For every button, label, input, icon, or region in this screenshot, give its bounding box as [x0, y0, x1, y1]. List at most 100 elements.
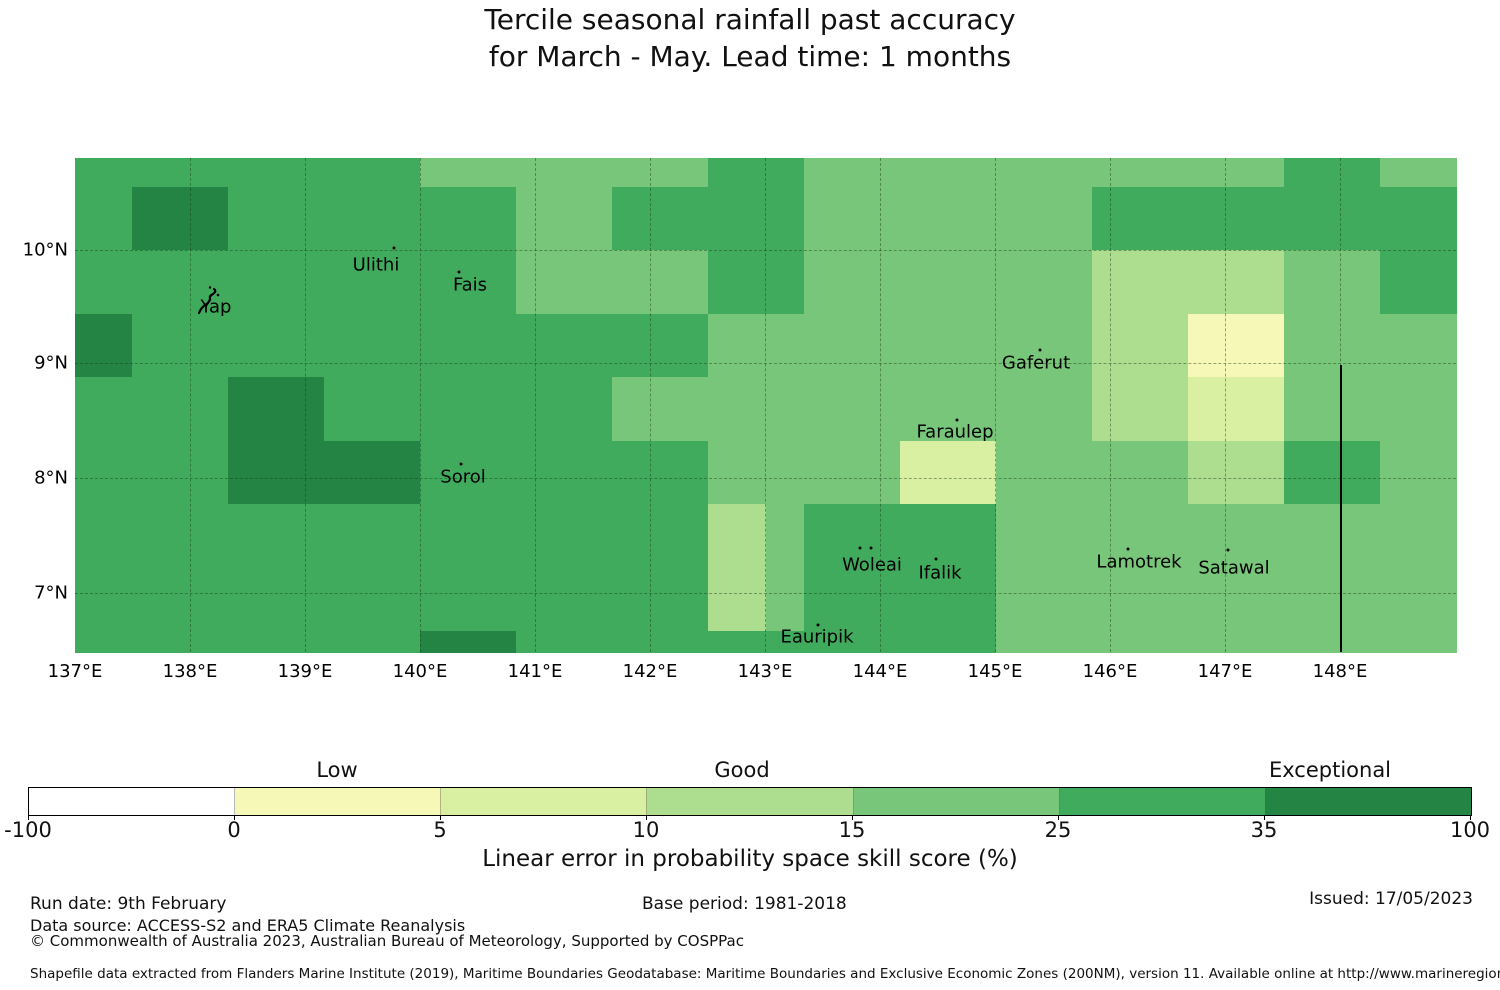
island-label-eauripik: Eauripik	[780, 626, 854, 648]
heatmap-cell	[420, 250, 517, 315]
colorbar-tick-label: 15	[838, 818, 866, 842]
colorbar-segment	[235, 788, 442, 815]
heatmap-cell	[1092, 568, 1189, 632]
heatmap-cell	[708, 377, 805, 442]
footer-issued: Issued: 17/05/2023	[1309, 889, 1473, 909]
meridian-gridline	[765, 158, 766, 652]
meridian-gridline	[995, 158, 996, 652]
parallel-gridline	[75, 363, 1456, 364]
heatmap-cell	[516, 314, 613, 378]
heatmap-cell	[75, 158, 133, 188]
heatmap-cell	[1284, 377, 1381, 442]
heatmap-cell	[612, 568, 709, 632]
colorbar-segment	[1059, 788, 1266, 815]
colorbar-tick-label: 10	[632, 818, 660, 842]
heatmap-cell	[1092, 314, 1189, 378]
heatmap-cell	[900, 377, 997, 442]
heatmap-cell	[900, 250, 997, 315]
longitude-tick-label: 144°E	[852, 661, 908, 682]
heatmap-cell	[612, 250, 709, 315]
heatmap-cell	[1380, 377, 1457, 442]
island-dot	[392, 246, 396, 250]
heatmap-cell	[228, 250, 325, 315]
heatmap-cell	[1380, 568, 1457, 632]
colorbar-category-label: Exceptional	[1268, 758, 1392, 782]
colorbar-segment	[1265, 788, 1471, 815]
eez-boundary-line	[1340, 365, 1342, 652]
heatmap-cell	[516, 441, 613, 505]
heatmap-cell	[420, 441, 517, 505]
parallel-gridline	[75, 478, 1456, 479]
heatmap-cell	[516, 250, 613, 315]
heatmap-cell	[516, 504, 613, 569]
chart-title-line1: Tercile seasonal rainfall past accuracy	[484, 3, 1016, 36]
heatmap-cell	[324, 377, 421, 442]
longitude-tick-label: 148°E	[1312, 661, 1368, 682]
heatmap-cell	[228, 377, 325, 442]
heatmap-cell	[900, 158, 997, 188]
meridian-gridline	[305, 158, 306, 652]
heatmap-cell	[900, 187, 997, 251]
heatmap-cell	[228, 187, 325, 251]
colorbar-tick-mark	[440, 815, 441, 820]
heatmap-cell	[516, 631, 613, 653]
longitude-tick-label: 146°E	[1082, 661, 1138, 682]
colorbar-tick-mark	[234, 815, 235, 820]
heatmap-cell	[420, 158, 517, 188]
island-dot	[934, 557, 938, 561]
island-label-satawal: Satawal	[1198, 557, 1270, 579]
colorbar-tick-label: 5	[433, 818, 447, 842]
footer-run-date: Run date: 9th February	[30, 894, 227, 914]
heatmap-cell	[612, 377, 709, 442]
heatmap-cell	[996, 314, 1093, 378]
colorbar-tick-label: 35	[1250, 818, 1278, 842]
heatmap-cell	[132, 568, 229, 632]
footer-base-period: Base period: 1981-2018	[642, 894, 847, 914]
longitude-tick-label: 141°E	[507, 661, 563, 682]
heatmap-cell	[132, 314, 229, 378]
colorbar-tick-mark	[28, 815, 29, 820]
heatmap-cell	[132, 441, 229, 505]
heatmap-cell	[612, 631, 709, 653]
meridian-gridline	[650, 158, 651, 652]
heatmap-cell	[900, 568, 997, 632]
heatmap-cell	[900, 441, 997, 505]
heatmap-cell	[1284, 504, 1381, 569]
heatmap-cell	[75, 568, 133, 632]
heatmap-cell	[1284, 441, 1381, 505]
heatmap-cell	[420, 377, 517, 442]
island-dot	[1226, 548, 1230, 552]
island-dot	[459, 462, 463, 466]
longitude-tick-label: 137°E	[47, 661, 103, 682]
parallel-gridline	[75, 250, 1456, 251]
colorbar	[28, 787, 1472, 816]
heatmap-cell	[324, 441, 421, 505]
heatmap-cell	[804, 158, 901, 188]
colorbar-tick-mark	[1058, 815, 1059, 820]
heatmap-cell	[1092, 631, 1189, 653]
heatmap-cell	[612, 314, 709, 378]
heatmap-cell	[1188, 158, 1285, 188]
island-label-fais: Fais	[452, 274, 488, 296]
heatmap-cell	[996, 631, 1093, 653]
heatmap-cell	[516, 568, 613, 632]
island-label-ulithi: Ulithi	[352, 254, 400, 276]
heatmap-cell	[1380, 250, 1457, 315]
heatmap-cell	[324, 504, 421, 569]
colorbar-segment	[441, 788, 648, 815]
meridian-gridline	[420, 158, 421, 652]
heatmap-cell	[1284, 158, 1381, 188]
yap-island-outline	[197, 286, 220, 315]
heatmap-cell	[708, 314, 805, 378]
heatmap-cell	[708, 631, 805, 653]
heatmap-cell	[900, 631, 997, 653]
heatmap-cell	[1092, 250, 1189, 315]
heatmap-cell	[1092, 441, 1189, 505]
heatmap-cell	[420, 504, 517, 569]
heatmap-cell	[324, 187, 421, 251]
heatmap-cell	[804, 187, 901, 251]
heatmap-cell	[1188, 504, 1285, 569]
colorbar-tick-mark	[1470, 815, 1471, 820]
heatmap-cell	[516, 158, 613, 188]
heatmap-cell	[804, 377, 901, 442]
